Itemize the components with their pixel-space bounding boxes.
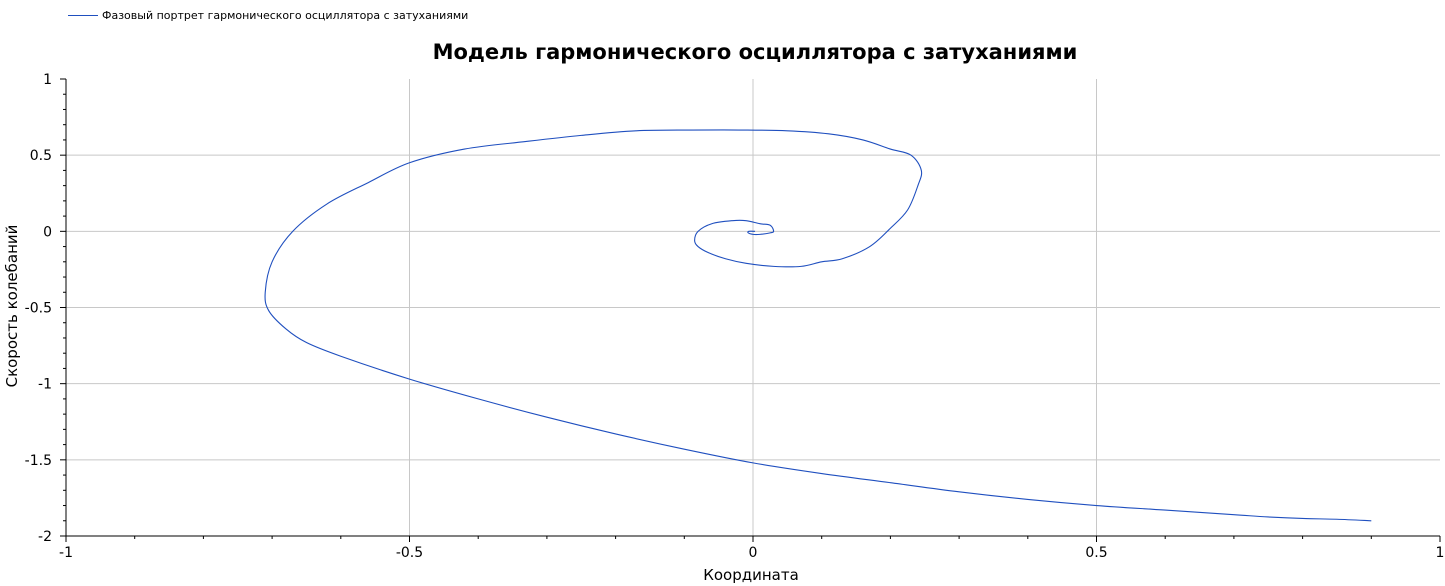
y-tick-label: 1	[43, 72, 52, 88]
series-layer	[264, 129, 1372, 522]
series-line	[264, 129, 1372, 522]
grid-layer	[66, 79, 1440, 536]
y-axis-label: Скорость колебаний	[3, 224, 21, 388]
y-tick-label: -0.5	[25, 301, 52, 317]
x-tick-label: -1	[59, 545, 73, 561]
x-tick-label: 1	[1436, 545, 1445, 561]
axis-layer: -1 -0.5 0 0.5 1 1 0.5 0 -0.5 -1 -1.5 -2	[25, 72, 1445, 561]
y-tick-label: -1	[38, 377, 52, 393]
chart-title: Модель гармонического осциллятора с зату…	[432, 40, 1078, 64]
y-tick-label: 0.5	[30, 148, 52, 164]
x-tick-label: 0.5	[1085, 545, 1107, 561]
y-tick-label: 0	[43, 224, 52, 240]
x-tick-label: -0.5	[396, 545, 423, 561]
y-tick-label: -1.5	[25, 453, 52, 469]
legend-line-swatch	[68, 15, 98, 16]
legend-label: Фазовый портрет гармонического осциллято…	[102, 9, 469, 22]
x-axis-label: Координата	[703, 566, 799, 584]
y-tick-label: -2	[38, 529, 52, 545]
x-tick-label: 0	[749, 545, 758, 561]
legend: Фазовый портрет гармонического осциллято…	[68, 9, 468, 22]
